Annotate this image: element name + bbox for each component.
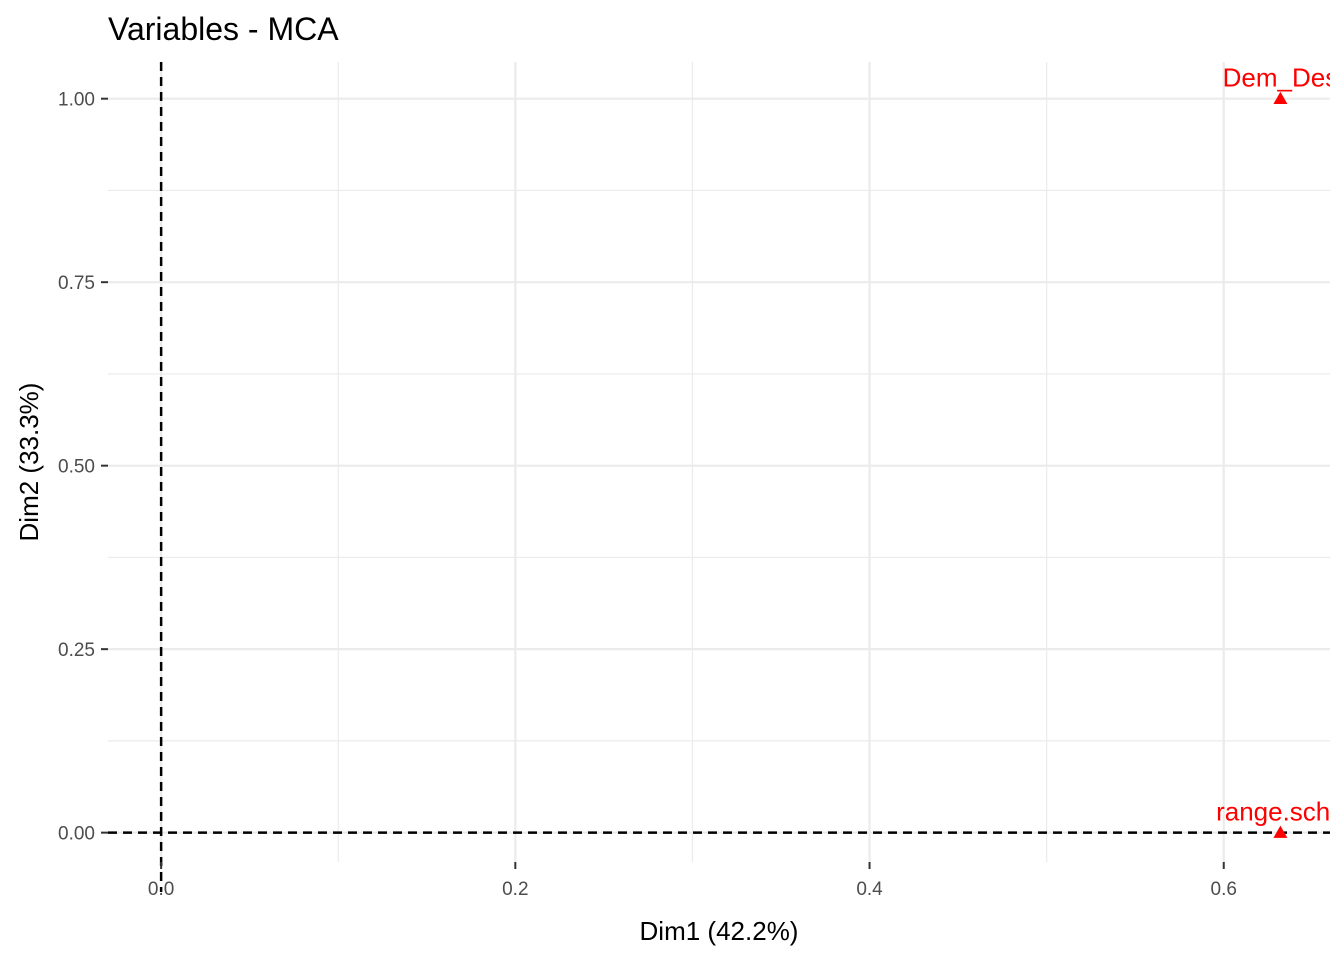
- y-tick-label: 1.00: [58, 90, 95, 111]
- y-tick-label: 0.00: [58, 824, 95, 845]
- x-axis-title: Dim1 (42.2%): [640, 916, 799, 946]
- major-gridlines: [108, 62, 1330, 862]
- x-tick-label: 0.2: [502, 879, 528, 900]
- minor-gridlines: [108, 62, 1330, 862]
- point-marker: [1273, 91, 1288, 104]
- x-tick-label: 0.0: [148, 879, 174, 900]
- point-label: range.scho: [1216, 797, 1344, 827]
- x-axis-ticks: 0.0 0.2 0.4 0.6: [148, 862, 1237, 900]
- y-tick-label: 0.50: [58, 457, 95, 478]
- point-label: Dem_Des: [1223, 63, 1339, 93]
- y-axis-title: Dim2 (33.3%): [14, 383, 44, 542]
- y-axis-ticks: 0.00 0.25 0.50 0.75 1.00: [58, 90, 108, 845]
- y-tick-label: 0.25: [58, 640, 95, 661]
- y-tick-label: 0.75: [58, 273, 95, 294]
- point-marker: [1273, 825, 1288, 838]
- x-tick-label: 0.6: [1211, 879, 1237, 900]
- data-points: Dem_Des range.scho: [1216, 63, 1344, 838]
- reference-lines: [108, 62, 1330, 892]
- x-tick-label: 0.4: [856, 879, 883, 900]
- chart-title: Variables - MCA: [108, 11, 339, 47]
